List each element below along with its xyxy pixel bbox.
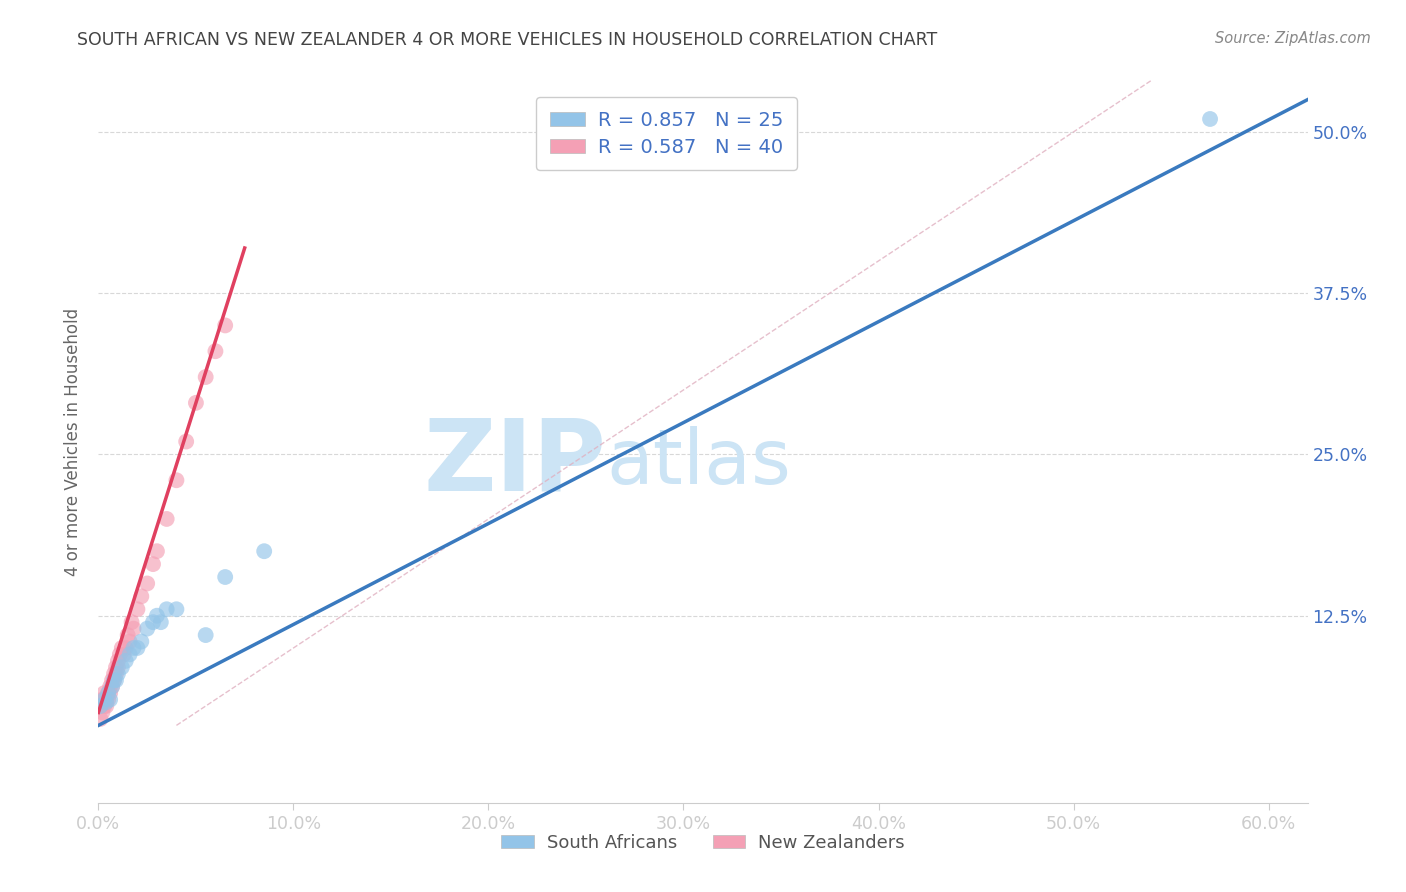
Point [111,640,134,655]
Point [91,692,114,706]
Text: atlas: atlas [606,426,792,500]
Point [127,640,149,655]
Point [131,634,153,648]
Point [108,648,131,662]
Point [89,712,111,726]
Point [89,699,111,714]
Point [93,699,115,714]
Point [107,660,129,674]
Point [253,544,276,558]
Point [97,686,120,700]
Point [214,570,236,584]
Point [117,628,139,642]
Point [104,673,127,688]
Point [103,673,125,688]
Point [142,615,165,630]
Point [112,648,135,662]
Point [149,615,172,630]
Point [101,680,124,694]
Point [91,706,114,720]
Point [114,654,136,668]
Point [98,692,121,706]
Point [1199,112,1222,126]
Point [93,692,115,706]
Point [101,673,124,688]
Point [114,640,136,655]
Point [121,615,143,630]
Point [104,660,127,674]
Point [98,686,121,700]
Point [127,602,149,616]
Point [131,590,153,604]
Point [165,602,187,616]
Point [96,695,118,709]
Point [103,673,125,688]
Point [111,660,134,674]
Text: ZIP: ZIP [423,415,606,512]
Point [146,608,169,623]
Point [103,666,125,681]
Point [136,576,159,591]
Text: SOUTH AFRICAN VS NEW ZEALANDER 4 OR MORE VEHICLES IN HOUSEHOLD CORRELATION CHART: SOUTH AFRICAN VS NEW ZEALANDER 4 OR MORE… [77,31,938,49]
Point [204,344,226,359]
Point [165,473,187,487]
Point [184,396,207,410]
Point [104,666,127,681]
Point [136,622,159,636]
Point [97,686,120,700]
Point [118,634,141,648]
Text: Source: ZipAtlas.com: Source: ZipAtlas.com [1215,31,1371,46]
Point [194,628,217,642]
Y-axis label: 4 or more Vehicles in Household: 4 or more Vehicles in Household [65,308,83,575]
Point [96,699,118,714]
Point [156,512,179,526]
Point [142,557,165,571]
Point [174,434,197,449]
Point [122,622,145,636]
Point [194,370,217,384]
Point [122,640,145,655]
Point [89,699,111,714]
Point [214,318,236,333]
Point [107,654,129,668]
Legend: South Africans, New Zealanders: South Africans, New Zealanders [494,826,912,859]
Point [101,680,124,694]
Point [97,692,120,706]
Point [156,602,179,616]
Point [96,692,118,706]
Point [118,648,141,662]
Point [98,680,121,694]
Point [93,686,115,700]
Point [107,666,129,681]
Point [146,544,169,558]
